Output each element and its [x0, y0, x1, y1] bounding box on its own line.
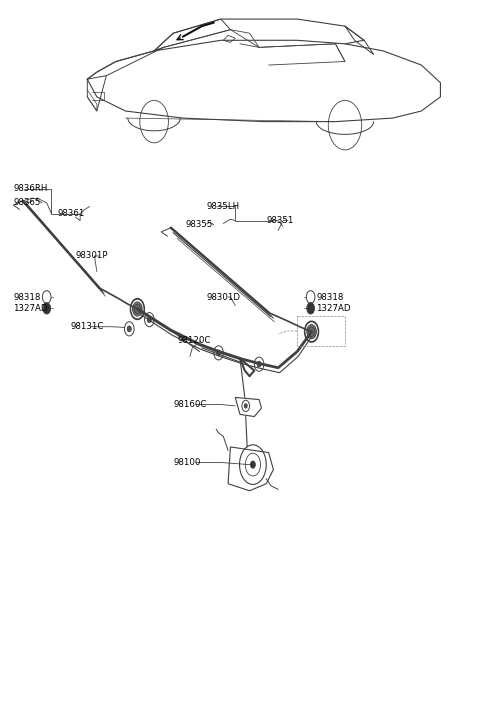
- Text: 98100: 98100: [173, 458, 201, 467]
- Text: 98355: 98355: [185, 219, 213, 229]
- Circle shape: [251, 461, 255, 468]
- Text: 9835LH: 9835LH: [206, 202, 240, 211]
- Text: 98361: 98361: [58, 209, 85, 218]
- Text: 98351: 98351: [266, 216, 294, 225]
- Text: 1327AD: 1327AD: [13, 304, 48, 313]
- Text: 98301P: 98301P: [75, 251, 108, 261]
- Circle shape: [307, 324, 316, 339]
- Text: 9836RH: 9836RH: [13, 185, 48, 193]
- Text: 98160C: 98160C: [173, 400, 206, 409]
- Text: 98301D: 98301D: [206, 293, 240, 302]
- Circle shape: [308, 327, 315, 337]
- Circle shape: [244, 404, 247, 408]
- Text: 98365: 98365: [13, 199, 41, 207]
- Circle shape: [43, 302, 50, 314]
- Text: 98131C: 98131C: [71, 322, 104, 331]
- Circle shape: [307, 302, 314, 314]
- Circle shape: [257, 361, 261, 367]
- Circle shape: [216, 350, 220, 356]
- Circle shape: [127, 326, 131, 332]
- Text: 98120C: 98120C: [178, 337, 211, 345]
- Circle shape: [147, 317, 151, 322]
- Text: 98318: 98318: [316, 293, 344, 302]
- Text: 98318: 98318: [13, 293, 41, 302]
- Circle shape: [132, 302, 142, 316]
- Text: 1327AD: 1327AD: [316, 304, 351, 313]
- Circle shape: [134, 304, 141, 314]
